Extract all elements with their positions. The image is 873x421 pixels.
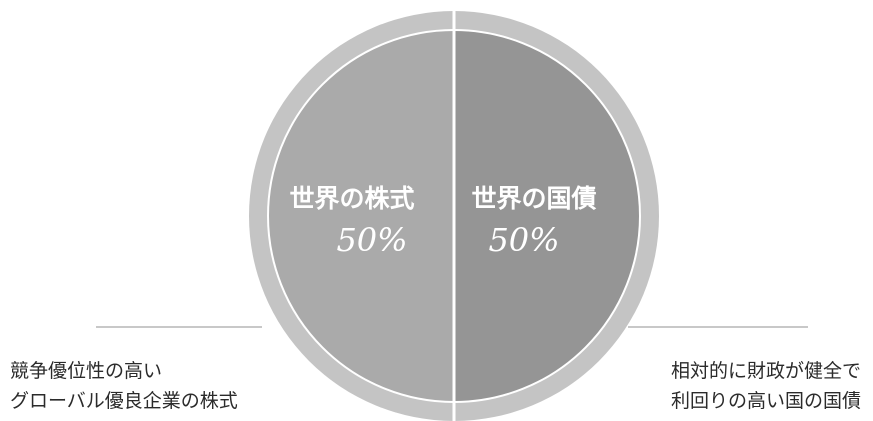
bonds-description-line2: 利回りの高い国の国債	[670, 390, 861, 412]
pie-slice-bonds	[454, 30, 640, 402]
stocks-description-line1: 競争優位性の高い	[10, 360, 163, 382]
slice-label-stocks: 世界の株式	[289, 184, 414, 213]
bonds-description-line1: 相対的に財政が健全で	[670, 360, 861, 382]
bonds-description: 相対的に財政が健全で 利回りの高い国の国債	[671, 356, 861, 416]
slice-label-bonds: 世界の国債	[471, 184, 596, 213]
slice-value-bonds: 50%	[488, 221, 559, 259]
stocks-description-line2: グローバル優良企業の株式	[10, 390, 238, 412]
pie-slice-stocks	[268, 30, 454, 402]
slice-value-stocks: 50%	[336, 221, 407, 259]
stocks-description: 競争優位性の高い グローバル優良企業の株式	[10, 356, 238, 416]
